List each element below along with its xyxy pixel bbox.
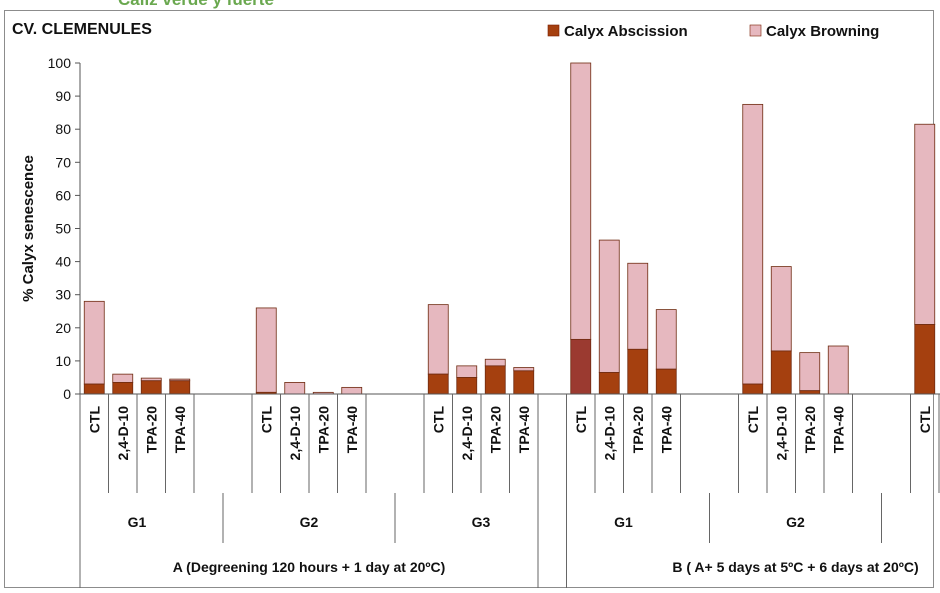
bar-calyx-browning — [284, 382, 306, 395]
category-label: CTL — [86, 406, 102, 434]
bar-calyx-abscission — [598, 372, 620, 395]
category-label: TPA-40 — [344, 406, 360, 453]
legend-swatch — [749, 24, 762, 37]
bar-calyx-abscission — [112, 382, 134, 395]
bar-calyx-browning — [598, 239, 620, 373]
y-tick-label: 20 — [55, 320, 71, 336]
bar-calyx-browning — [427, 304, 449, 375]
category-label: TPA-20 — [487, 406, 503, 453]
y-axis-title: % Calyx senescence — [20, 155, 37, 302]
legend-label: Calyx Browning — [766, 23, 879, 40]
bar-calyx-browning — [799, 352, 821, 392]
cropped-heading: Cáliz verde y fuerte — [118, 0, 274, 10]
category-label: CTL — [430, 406, 446, 434]
category-label: TPA-20 — [630, 406, 646, 453]
group-label: G2 — [786, 514, 805, 530]
bar-calyx-browning — [570, 62, 592, 340]
category-label: TPA-20 — [315, 406, 331, 453]
category-label: 2,4-D-10 — [601, 406, 617, 461]
category-label: 2,4-D-10 — [459, 406, 475, 461]
category-label: 2,4-D-10 — [773, 406, 789, 461]
category-label: TPA-40 — [516, 406, 532, 453]
category-label: TPA-40 — [830, 406, 846, 453]
bar-calyx-abscission — [484, 365, 506, 395]
legend-label: Calyx Abscission — [564, 23, 688, 40]
bar-calyx-abscission — [742, 383, 764, 395]
group-label: G2 — [300, 514, 319, 530]
panel-label: A (Degreening 120 hours + 1 day at 20ºC) — [173, 559, 446, 575]
y-tick-label: 40 — [55, 254, 71, 270]
group-label: G1 — [614, 514, 633, 530]
bar-calyx-browning — [655, 309, 677, 370]
bar-calyx-abscission — [655, 368, 677, 395]
bar-calyx-abscission — [140, 380, 162, 395]
y-tick-label: 80 — [55, 121, 71, 137]
bar-calyx-abscission — [627, 348, 649, 395]
category-label: TPA-20 — [143, 406, 159, 453]
y-tick-label: 0 — [63, 386, 71, 402]
bar-calyx-browning — [770, 266, 792, 352]
y-tick-label: 30 — [55, 287, 71, 303]
panel-label: B ( A+ 5 days at 5ºC + 6 days at 20ºC) — [672, 559, 918, 575]
category-label: 2,4-D-10 — [287, 406, 303, 461]
bar-calyx-abscission — [570, 338, 592, 395]
bar-calyx-browning — [484, 358, 506, 367]
bar-calyx-browning — [255, 307, 277, 393]
y-tick-label: 70 — [55, 154, 71, 170]
category-label: CTL — [745, 406, 761, 434]
group-label: G1 — [128, 514, 147, 530]
y-tick-label: 50 — [55, 221, 71, 237]
bar-calyx-browning — [627, 262, 649, 350]
y-tick-label: 60 — [55, 187, 71, 203]
category-label: CTL — [917, 406, 933, 434]
bar-calyx-abscission — [513, 370, 535, 395]
bar-calyx-abscission — [770, 350, 792, 395]
category-label: TPA-40 — [172, 406, 188, 453]
bar-calyx-browning — [742, 103, 764, 385]
bar-calyx-browning — [456, 365, 478, 378]
bar-calyx-browning — [341, 386, 363, 395]
bar-calyx-abscission — [427, 373, 449, 395]
bar-calyx-browning — [827, 345, 849, 395]
legend-swatch — [547, 24, 560, 37]
bar-calyx-abscission — [914, 324, 936, 395]
category-label: CTL — [258, 406, 274, 434]
bar-calyx-abscission — [456, 377, 478, 395]
y-tick-label: 100 — [48, 55, 72, 71]
category-label: CTL — [573, 406, 589, 434]
y-tick-label: 10 — [55, 353, 71, 369]
bar-calyx-browning — [513, 367, 535, 372]
category-label: 2,4-D-10 — [115, 406, 131, 461]
category-label: TPA-40 — [658, 406, 674, 453]
group-label: G3 — [472, 514, 491, 530]
bar-calyx-browning — [914, 123, 936, 325]
bar-calyx-abscission — [83, 383, 105, 395]
y-tick-label: 90 — [55, 88, 71, 104]
bar-calyx-abscission — [169, 380, 191, 395]
bar-calyx-browning — [112, 373, 134, 383]
bar-calyx-browning — [83, 300, 105, 385]
chart-title: CV. CLEMENULES — [12, 21, 152, 38]
category-label: TPA-20 — [802, 406, 818, 453]
